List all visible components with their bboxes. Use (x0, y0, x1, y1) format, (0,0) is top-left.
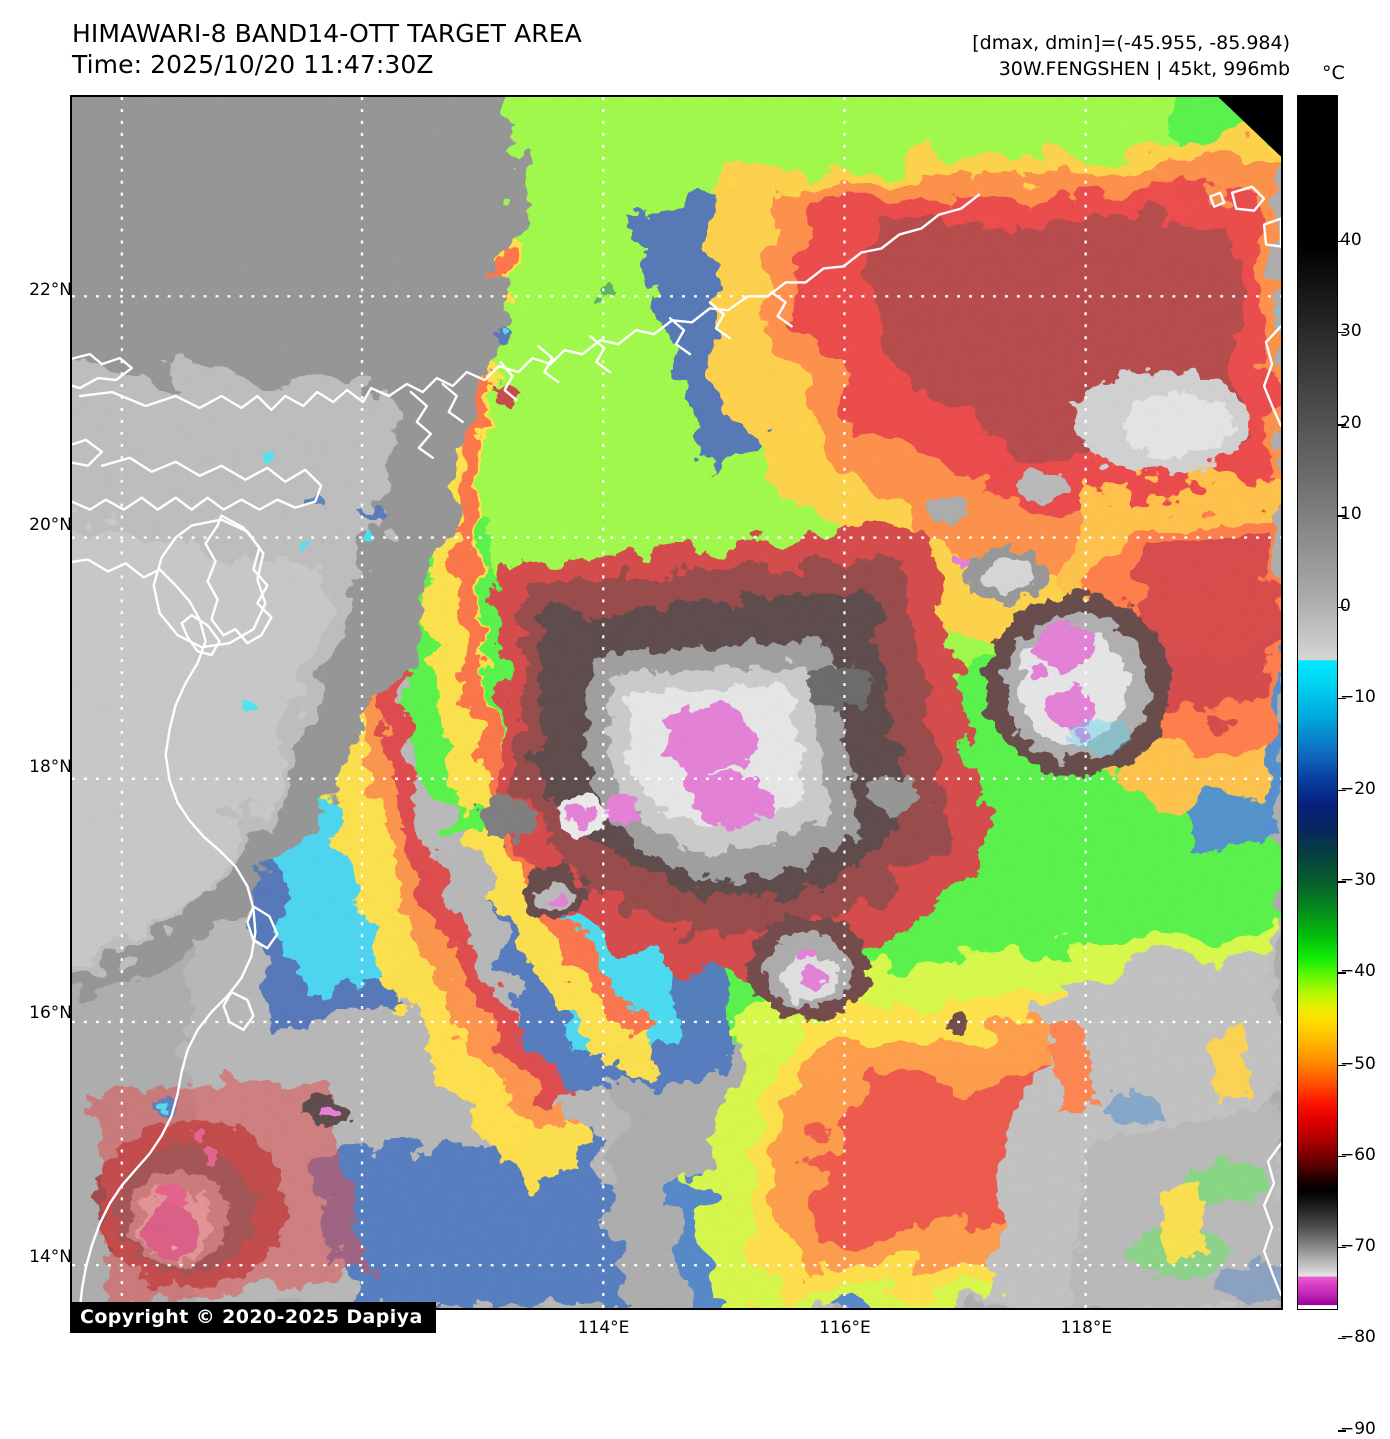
colorbar-gradient (1298, 96, 1337, 1309)
colorbar-tick-label: −30 (1340, 870, 1376, 891)
colorbar-tick-label: −50 (1340, 1053, 1376, 1074)
colorbar-tick-mark (1338, 1155, 1346, 1158)
storm-info-annotation: 30W.FENGSHEN | 45kt, 996mb (998, 58, 1290, 80)
colorbar-tick-mark (1338, 789, 1346, 792)
colorbar-tick-mark (1338, 1337, 1346, 1340)
temperature-colorbar (1297, 95, 1338, 1310)
colorbar-tick-label: 20 (1340, 413, 1362, 434)
colorbar-tick-label: −70 (1340, 1235, 1376, 1256)
copyright-banner: Copyright © 2020-2025 Dapiya (70, 1302, 436, 1333)
dmax-dmin-annotation: [dmax, dmin]=(-45.955, -85.984) (972, 32, 1290, 54)
lon-tick-label: 114°E (577, 1318, 630, 1338)
lat-tick-label: 22°N (29, 279, 72, 300)
colorbar-tick-label: −10 (1340, 686, 1376, 707)
infrared-brightness-temperature-raster (72, 97, 1281, 1308)
colorbar-tick-label: 0 (1340, 595, 1351, 616)
colorbar-tick-mark (1338, 1246, 1346, 1249)
colorbar-unit-label: °C (1322, 62, 1345, 84)
colorbar-tick-label: 40 (1340, 229, 1362, 250)
page-title: HIMAWARI-8 BAND14-OTT TARGET AREA (72, 19, 582, 48)
colorbar-tick-mark (1338, 606, 1346, 608)
colorbar-tick-mark (1338, 697, 1346, 700)
colorbar-tick-mark (1338, 331, 1346, 334)
colorbar-tick-label: −40 (1340, 961, 1376, 982)
lat-tick-label: 20°N (29, 515, 72, 536)
header-right-block: [dmax, dmin]=(-45.955, -85.984) 30W.FENG… (972, 30, 1290, 82)
lon-tick-label: 116°E (819, 1318, 871, 1338)
colorbar-tick-mark (1338, 1064, 1346, 1067)
colorbar-tick-mark (1338, 515, 1346, 517)
satellite-image-plot (70, 95, 1283, 1310)
colorbar-tick-label: −20 (1340, 778, 1376, 799)
colorbar-tick-label: −80 (1340, 1326, 1376, 1347)
observation-time-label: Time: 2025/10/20 11:47:30Z (72, 50, 434, 79)
lat-tick-label: 14°N (29, 1246, 72, 1267)
colorbar-tick-label: −60 (1340, 1144, 1376, 1165)
colorbar-tick-mark (1338, 881, 1346, 883)
header-left-block: HIMAWARI-8 BAND14-OTT TARGET AREA Time: … (72, 18, 832, 80)
graticule-gridlines (72, 97, 1281, 1308)
lon-tick-label: 118°E (1060, 1318, 1113, 1338)
colorbar-tick-label: 10 (1340, 504, 1362, 525)
colorbar-tick-label: −90 (1340, 1419, 1376, 1439)
colorbar-tick-label: 30 (1340, 320, 1362, 341)
colorbar-tick-mark (1338, 240, 1346, 243)
coastline-overlay (72, 185, 1281, 1308)
colorbar-tick-mark (1338, 424, 1346, 426)
lat-tick-label: 16°N (29, 1002, 72, 1023)
colorbar-tick-mark (1338, 972, 1346, 974)
lat-tick-label: 18°N (29, 757, 72, 778)
